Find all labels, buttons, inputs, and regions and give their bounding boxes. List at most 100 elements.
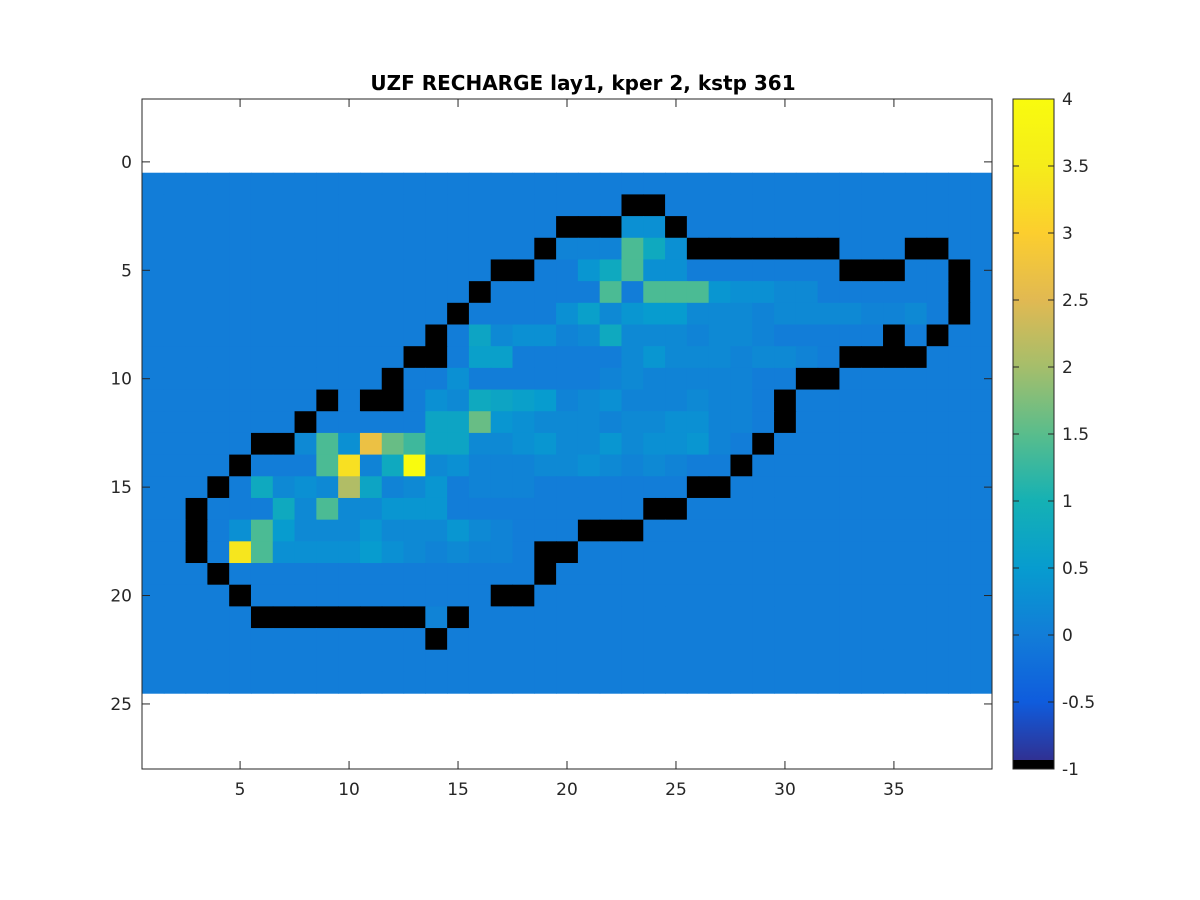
heatmap-cell [556,628,579,651]
heatmap-cell [250,454,274,477]
heatmap-cell [686,367,710,391]
heatmap-cell [752,671,775,694]
heatmap-cell [512,476,535,499]
heatmap-cell [250,346,274,369]
heatmap-cell [185,476,208,499]
heatmap-cell [774,649,797,673]
heatmap-cell [403,476,426,499]
heatmap-cell [163,216,187,239]
heatmap-cell [665,541,688,564]
heatmap-cell [774,497,797,521]
heatmap-cell [839,671,862,694]
heatmap-cell [904,476,928,499]
heatmap-cell [904,389,928,412]
heatmap-cell [338,519,361,542]
heatmap-cell [425,389,448,412]
heatmap-cell [599,584,623,607]
heatmap-cell [316,671,339,694]
heatmap-cell [338,216,361,239]
heatmap-cell [686,259,710,282]
heatmap-cell [250,432,274,456]
heatmap-cell [468,194,492,217]
heatmap-cell [904,194,928,217]
x-tick-label: 15 [447,780,469,800]
heatmap-cell [229,367,252,391]
heatmap-cell [359,497,383,521]
heatmap-cell [512,454,535,477]
heatmap-cell [163,671,187,694]
heatmap-cell [316,346,339,369]
heatmap-cell [468,519,492,542]
heatmap-cell [599,389,623,412]
heatmap-cell [839,432,862,456]
heatmap-cell [142,346,165,369]
heatmap-cell [338,172,361,195]
heatmap-cell [316,476,339,499]
heatmap-cell [250,649,274,673]
heatmap-cell [207,541,230,564]
heatmap-cell [926,563,950,586]
heatmap-cell [185,411,208,434]
heatmap-cell [185,649,208,673]
heatmap-cell [970,237,992,261]
heatmap-cell [294,216,317,239]
heatmap-cell [643,649,666,673]
heatmap-cell [534,237,557,261]
heatmap-cell [403,302,426,326]
heatmap-cell [708,324,732,347]
heatmap-cell [468,476,492,499]
heatmap-cell [468,389,492,412]
heatmap-cell [447,519,470,542]
heatmap-cell [272,649,296,673]
heatmap-cell [708,259,732,282]
heatmap-cell [425,584,448,607]
heatmap-cell [774,302,797,326]
heatmap-cell [926,346,950,369]
heatmap-cell [207,628,230,651]
heatmap-cell [883,563,906,586]
heatmap-cell [468,172,492,195]
heatmap-cell [708,367,732,391]
heatmap-cell [272,584,296,607]
heatmap-cell [142,216,165,239]
heatmap-cell [948,367,971,391]
heatmap-cell [904,172,928,195]
heatmap-cell [621,367,644,391]
heatmap-cell [468,649,492,673]
heatmap-cell [752,346,775,369]
heatmap-cell [163,454,187,477]
heatmap-cell [142,606,165,629]
heatmap-cell [250,302,274,326]
heatmap-cell [425,172,448,195]
heatmap-cell [621,584,644,607]
heatmap-cell [229,584,252,607]
heatmap-cell [403,324,426,347]
heatmap-cell [338,454,361,477]
heatmap-cell [490,237,514,261]
heatmap-cell [926,389,950,412]
heatmap-cell [839,216,862,239]
heatmap-cell [425,411,448,434]
heatmap-cell [207,216,230,239]
heatmap-cell [403,432,426,456]
heatmap-cell [272,541,296,564]
heatmap-cell [556,432,579,456]
heatmap-cell [948,476,971,499]
heatmap-cell [774,281,797,304]
heatmap-cell [577,237,601,261]
heatmap-cell [774,237,797,261]
heatmap-cell [621,194,644,217]
heatmap-cell [381,259,405,282]
heatmap-cell [686,563,710,586]
heatmap-cell [534,389,557,412]
heatmap-cell [926,671,950,694]
heatmap-cell [207,172,230,195]
heatmap-cell [272,671,296,694]
heatmap-cell [490,476,514,499]
heatmap-cell [708,194,732,217]
heatmap-cell [970,541,992,564]
heatmap-cell [970,324,992,347]
heatmap-cell [774,346,797,369]
heatmap-cell [839,302,862,326]
heatmap-cell [338,432,361,456]
